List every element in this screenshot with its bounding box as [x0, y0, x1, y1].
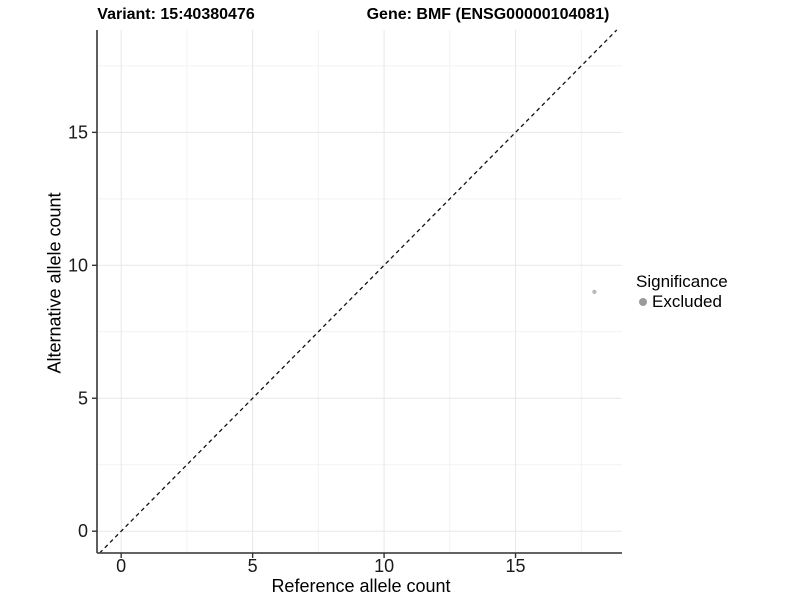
legend-item-excluded: Excluded	[636, 293, 728, 311]
y-tick-label: 5	[78, 388, 88, 408]
legend-item-label: Excluded	[652, 292, 722, 311]
plot-title-gene: Gene: BMF (ENSG00000104081)	[366, 6, 610, 23]
x-tick-label: 10	[374, 556, 394, 576]
y-axis-title: Alternative allele count	[44, 192, 65, 374]
x-axis-title: Reference allele count	[271, 576, 451, 596]
data-point	[592, 289, 597, 294]
plot-title-variant: Variant: 15:40380476	[97, 6, 255, 23]
y-tick-label: 0	[78, 521, 88, 541]
legend-title: Significance	[636, 272, 728, 291]
x-tick-label: 5	[248, 556, 258, 576]
x-tick-label: 15	[506, 556, 526, 576]
identity-dashed-line	[99, 29, 618, 554]
y-tick-label: 10	[68, 255, 88, 275]
legend: Significance Excluded	[636, 272, 728, 311]
x-tick-label: 0	[116, 556, 126, 576]
legend-point-icon	[639, 298, 647, 306]
y-tick-label: 15	[68, 122, 88, 142]
